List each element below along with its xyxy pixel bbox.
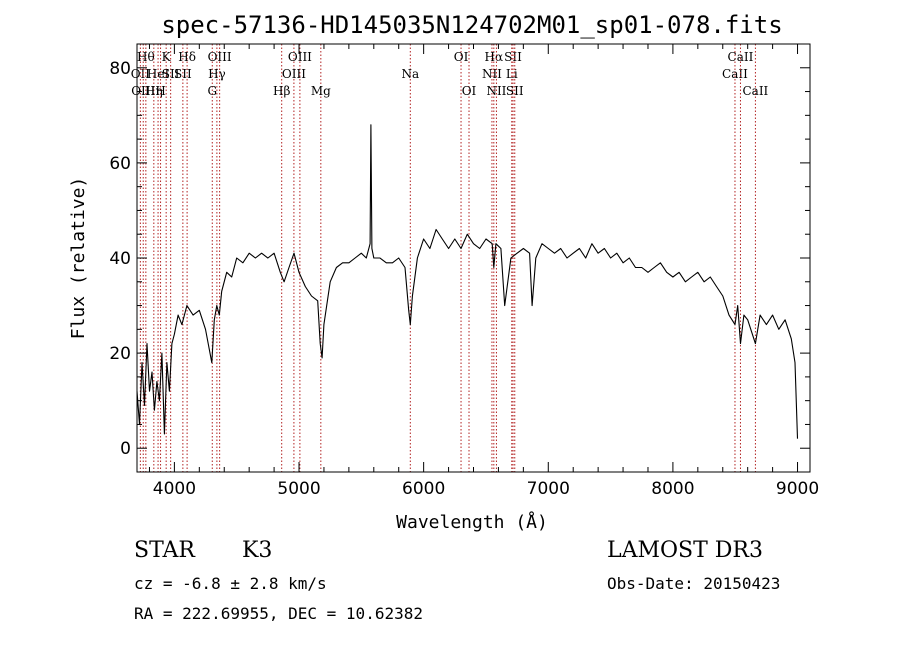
- line-marker-label: CaII: [728, 50, 754, 64]
- plot-frame: [136, 43, 811, 473]
- y-tick-label: 40: [109, 249, 131, 269]
- obs-date: Obs-Date: 20150423: [607, 574, 781, 593]
- line-marker-label: Hθ: [137, 50, 155, 64]
- object-subclass: K3: [242, 538, 273, 563]
- spectrum-series: [136, 124, 799, 439]
- line-marker-label: Hβ: [273, 84, 290, 98]
- line-marker-label: Na: [401, 67, 419, 81]
- line-marker-label: G: [207, 84, 217, 98]
- line-marker-label: K: [162, 50, 172, 64]
- x-tick-label: 8000: [651, 479, 694, 499]
- line-marker-label: CaII: [722, 67, 748, 81]
- line-marker-label: SII: [162, 67, 180, 81]
- y-axis-label: Flux (relative): [68, 177, 89, 340]
- line-marker-label: Hγ: [208, 67, 226, 81]
- object-class: STAR: [134, 538, 195, 563]
- line-marker-label: H: [155, 84, 165, 98]
- line-marker-label: HeI: [147, 67, 170, 81]
- line-marker-label: Hδ: [178, 50, 196, 64]
- line-marker-label: SII: [174, 67, 192, 81]
- redshift-readout: cz = -6.8 ± 2.8 km/s: [134, 574, 327, 593]
- y-tick-label: 0: [120, 439, 131, 459]
- series-line-flux: [136, 124, 799, 439]
- x-tick-label: 5000: [277, 479, 320, 499]
- line-markers: OIIOIIIHθHηHeIHKSIISIIHδGHγOIIIHβOIIIOII…: [131, 44, 769, 472]
- x-tick-label: 7000: [527, 479, 570, 499]
- coordinates-readout: RA = 222.69955, DEC = 10.62382: [134, 604, 423, 623]
- line-marker-label: OI: [454, 50, 469, 64]
- line-marker-label: OI: [462, 84, 477, 98]
- x-tick-label: 4000: [153, 479, 196, 499]
- line-marker-label: SII: [506, 84, 524, 98]
- line-marker-label: Hα: [485, 50, 504, 64]
- y-tick-label: 80: [109, 59, 131, 79]
- x-tick-label: 6000: [402, 479, 445, 499]
- line-marker-label: OIII: [288, 50, 312, 64]
- line-marker-label: OII: [131, 67, 151, 81]
- y-tick-label: 60: [109, 154, 131, 174]
- line-marker-label: OIII: [282, 67, 306, 81]
- line-marker-label: NII: [482, 67, 502, 81]
- x-axis-label: Wavelength (Å): [396, 511, 548, 533]
- line-marker-label: NII: [486, 84, 506, 98]
- axis-ticks: 4000 5000 6000 7000 8000 9000 0 20 40 60 80: [109, 43, 819, 499]
- chart-title: spec-57136-HD145035N124702M01_sp01-078.f…: [161, 11, 782, 39]
- line-marker-label: OIII: [208, 50, 232, 64]
- x-tick-label: 9000: [776, 479, 819, 499]
- survey-name: LAMOST DR3: [607, 538, 763, 563]
- y-tick-label: 20: [109, 344, 131, 364]
- line-marker-label: Mg: [311, 84, 331, 98]
- line-marker-label: CaII: [742, 84, 768, 98]
- line-marker-label: Li: [506, 67, 518, 81]
- line-marker-label: SII: [504, 50, 522, 64]
